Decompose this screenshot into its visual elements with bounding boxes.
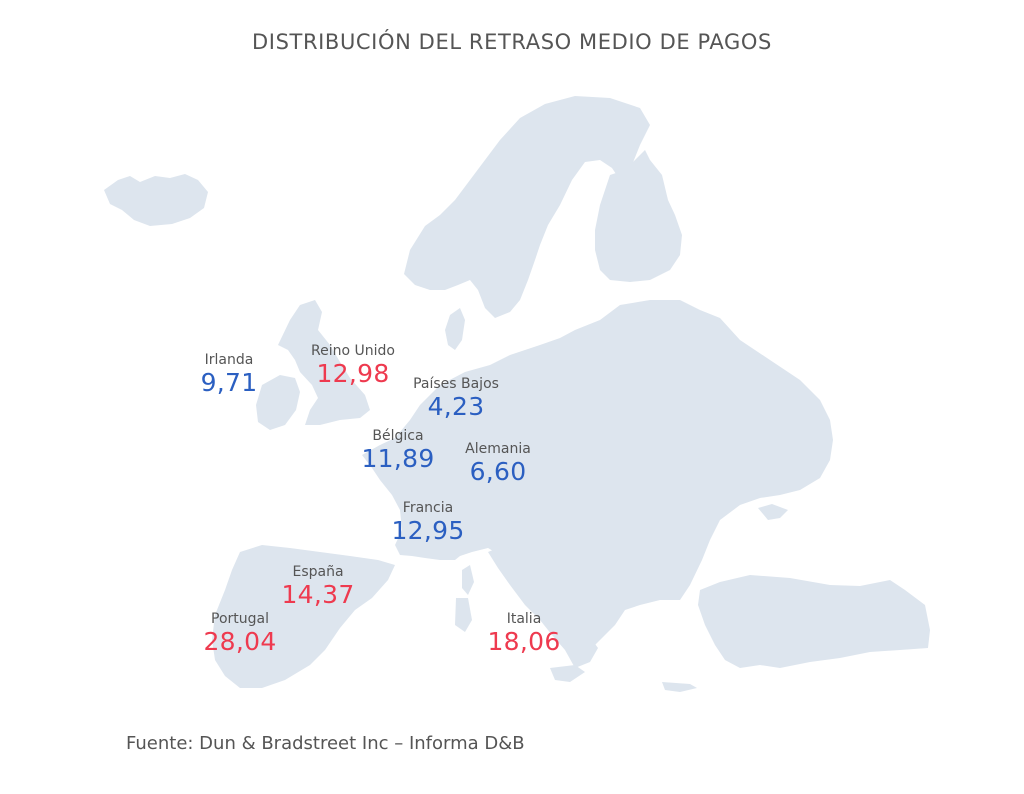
country-value: 12,95 — [391, 516, 465, 545]
country-label-paises-bajos: Países Bajos 4,23 — [404, 376, 508, 421]
turkey-shape — [698, 575, 930, 668]
country-value: 18,06 — [487, 627, 561, 656]
country-name: Italia — [506, 611, 542, 627]
country-value: 11,89 — [361, 444, 435, 473]
country-value: 28,04 — [203, 627, 277, 656]
country-name: Portugal — [211, 611, 269, 627]
country-label-italia: Italia 18,06 — [486, 611, 562, 656]
ireland-shape — [256, 375, 300, 430]
corsica-shape — [462, 565, 474, 595]
denmark-shape — [445, 308, 465, 350]
crimea-shape — [758, 504, 788, 520]
country-name: Francia — [402, 500, 454, 516]
country-label-alemania: Alemania 6,60 — [456, 441, 540, 486]
country-value: 14,37 — [281, 580, 355, 609]
uk-shape — [278, 300, 370, 425]
chart-title: DISTRIBUCIÓN DEL RETRASO MEDIO DE PAGOS — [252, 30, 772, 54]
country-label-belgica: Bélgica 11,89 — [360, 428, 436, 473]
country-name: Irlanda — [204, 352, 254, 368]
sicily-shape — [550, 665, 585, 682]
country-label-portugal: Portugal 28,04 — [200, 611, 280, 656]
country-label-reino-unido: Reino Unido 12,98 — [300, 343, 406, 388]
iberia-shape — [212, 545, 395, 688]
country-name: Bélgica — [372, 428, 424, 444]
country-label-irlanda: Irlanda 9,71 — [196, 352, 262, 397]
country-value: 6,60 — [469, 457, 527, 486]
source-caption: Fuente: Dun & Bradstreet Inc – Informa D… — [126, 733, 525, 754]
italy-shape — [488, 545, 598, 668]
sardinia-shape — [455, 598, 472, 632]
continent-shape — [362, 300, 833, 652]
crete-shape — [662, 682, 697, 692]
country-label-francia: Francia 12,95 — [388, 500, 468, 545]
country-value: 12,98 — [316, 359, 390, 388]
country-value: 4,23 — [427, 392, 485, 421]
country-name: Países Bajos — [413, 376, 499, 392]
country-name: España — [292, 564, 344, 580]
scandinavia-shape — [404, 96, 650, 318]
country-name: Reino Unido — [311, 343, 395, 359]
country-label-espana: España 14,37 — [280, 564, 356, 609]
country-name: Alemania — [465, 441, 531, 457]
iceland-shape — [104, 174, 208, 226]
country-value: 9,71 — [200, 368, 258, 397]
finland-shape — [595, 150, 682, 282]
